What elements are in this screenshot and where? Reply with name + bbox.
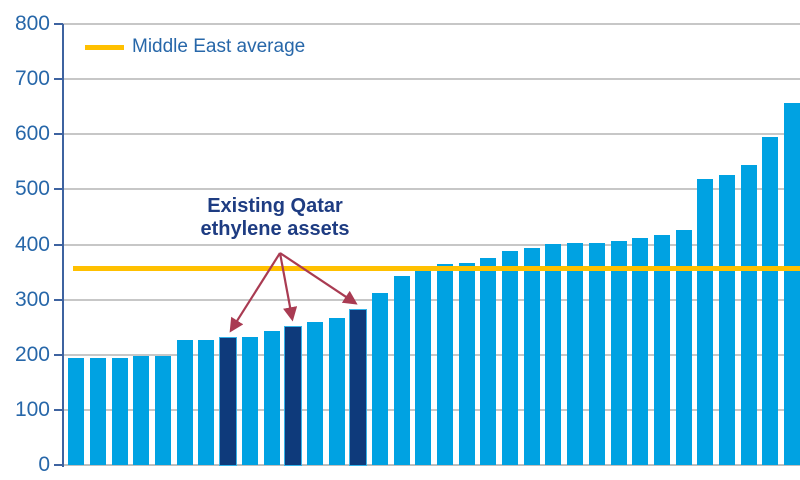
bar-qatar-asset — [220, 338, 237, 465]
bar — [89, 357, 106, 465]
bar — [328, 317, 345, 465]
bar — [176, 340, 193, 465]
y-axis-line — [62, 24, 64, 467]
y-axis-tick-700 — [54, 78, 63, 81]
bar — [393, 276, 410, 465]
bar — [198, 340, 215, 465]
bar — [740, 165, 757, 465]
middle-east-average-line — [73, 265, 800, 271]
y-axis-tick-0 — [54, 464, 63, 466]
annotation-line-2: ethylene assets — [200, 218, 350, 240]
y-axis-tick-200 — [54, 353, 63, 356]
y-axis-tick-800 — [54, 23, 63, 25]
bar — [458, 263, 475, 465]
bar — [784, 103, 800, 465]
bar — [675, 230, 692, 465]
annotation-existing-qatar-assets: Existing Qatar ethylene assets — [135, 195, 415, 241]
bar — [610, 241, 627, 465]
bar — [632, 237, 649, 465]
y-axis-label-200: 200 — [14, 342, 50, 366]
bar-qatar-asset — [350, 310, 367, 465]
bar — [155, 355, 172, 465]
average-line-swatch — [85, 44, 124, 50]
bar — [111, 357, 128, 465]
bar — [415, 269, 432, 465]
y-axis-label-100: 100 — [14, 397, 50, 421]
bar — [480, 258, 497, 465]
y-axis-label-500: 500 — [14, 177, 50, 201]
bar — [719, 174, 735, 465]
y-axis-tick-500 — [54, 188, 63, 191]
y-axis-tick-300 — [54, 298, 63, 301]
bar — [588, 242, 605, 465]
plot-area — [62, 23, 800, 466]
bar — [437, 264, 454, 465]
bar — [68, 357, 85, 465]
gridline-600 — [62, 133, 800, 136]
legend-label: Middle East average — [132, 36, 306, 57]
y-axis-label-600: 600 — [14, 122, 50, 146]
bar — [133, 355, 150, 465]
bar — [762, 137, 779, 465]
bar — [697, 179, 714, 465]
bar — [241, 336, 258, 465]
bar — [567, 242, 584, 465]
y-axis-label-800: 800 — [14, 12, 50, 35]
bar — [523, 248, 540, 465]
bar — [371, 293, 388, 465]
bar — [306, 322, 323, 465]
gridline-800 — [62, 23, 800, 25]
y-axis-label-400: 400 — [14, 232, 50, 256]
y-axis-tick-600 — [54, 133, 63, 136]
gridline-0 — [62, 464, 800, 466]
y-axis-label-700: 700 — [14, 67, 50, 91]
bar — [263, 331, 280, 465]
bar — [502, 251, 519, 465]
y-axis-label-300: 300 — [14, 287, 50, 311]
annotation-line-1: Existing Qatar — [207, 195, 343, 217]
bar — [653, 235, 670, 465]
y-axis-label-0: 0 — [38, 453, 50, 476]
gridline-500 — [62, 188, 800, 191]
bar-qatar-asset — [285, 326, 302, 465]
y-axis-tick-100 — [54, 408, 63, 411]
gridline-700 — [62, 78, 800, 81]
y-axis-tick-400 — [54, 243, 63, 246]
legend: Middle East average — [85, 36, 305, 58]
bar — [545, 243, 562, 465]
gridline-400 — [62, 243, 800, 246]
